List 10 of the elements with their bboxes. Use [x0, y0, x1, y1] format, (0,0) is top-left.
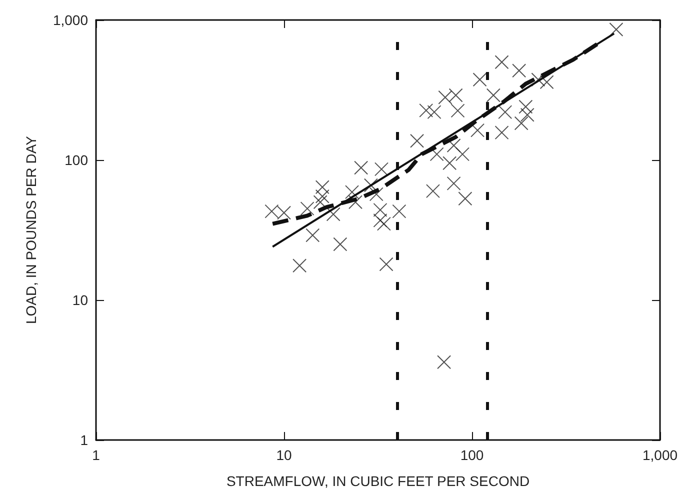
x-axis-title: STREAMFLOW, IN CUBIC FEET PER SECOND: [226, 473, 530, 489]
x-tick-label: 100: [460, 447, 484, 463]
x-tick-label: 10: [276, 447, 292, 463]
y-axis-title: LOAD, IN POUNDS PER DAY: [23, 135, 39, 324]
x-tick-label: 1,000: [642, 447, 678, 463]
x-tick-label: 1: [92, 447, 100, 463]
y-tick-label: 100: [64, 152, 88, 168]
y-tick-label: 1: [80, 432, 88, 448]
y-tick-label: 1,000: [52, 12, 88, 28]
y-tick-label: 10: [72, 292, 88, 308]
